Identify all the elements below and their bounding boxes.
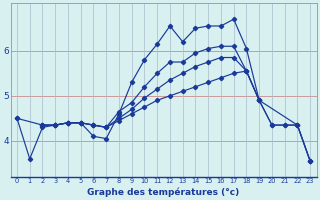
X-axis label: Graphe des températures (°c): Graphe des températures (°c): [87, 187, 240, 197]
